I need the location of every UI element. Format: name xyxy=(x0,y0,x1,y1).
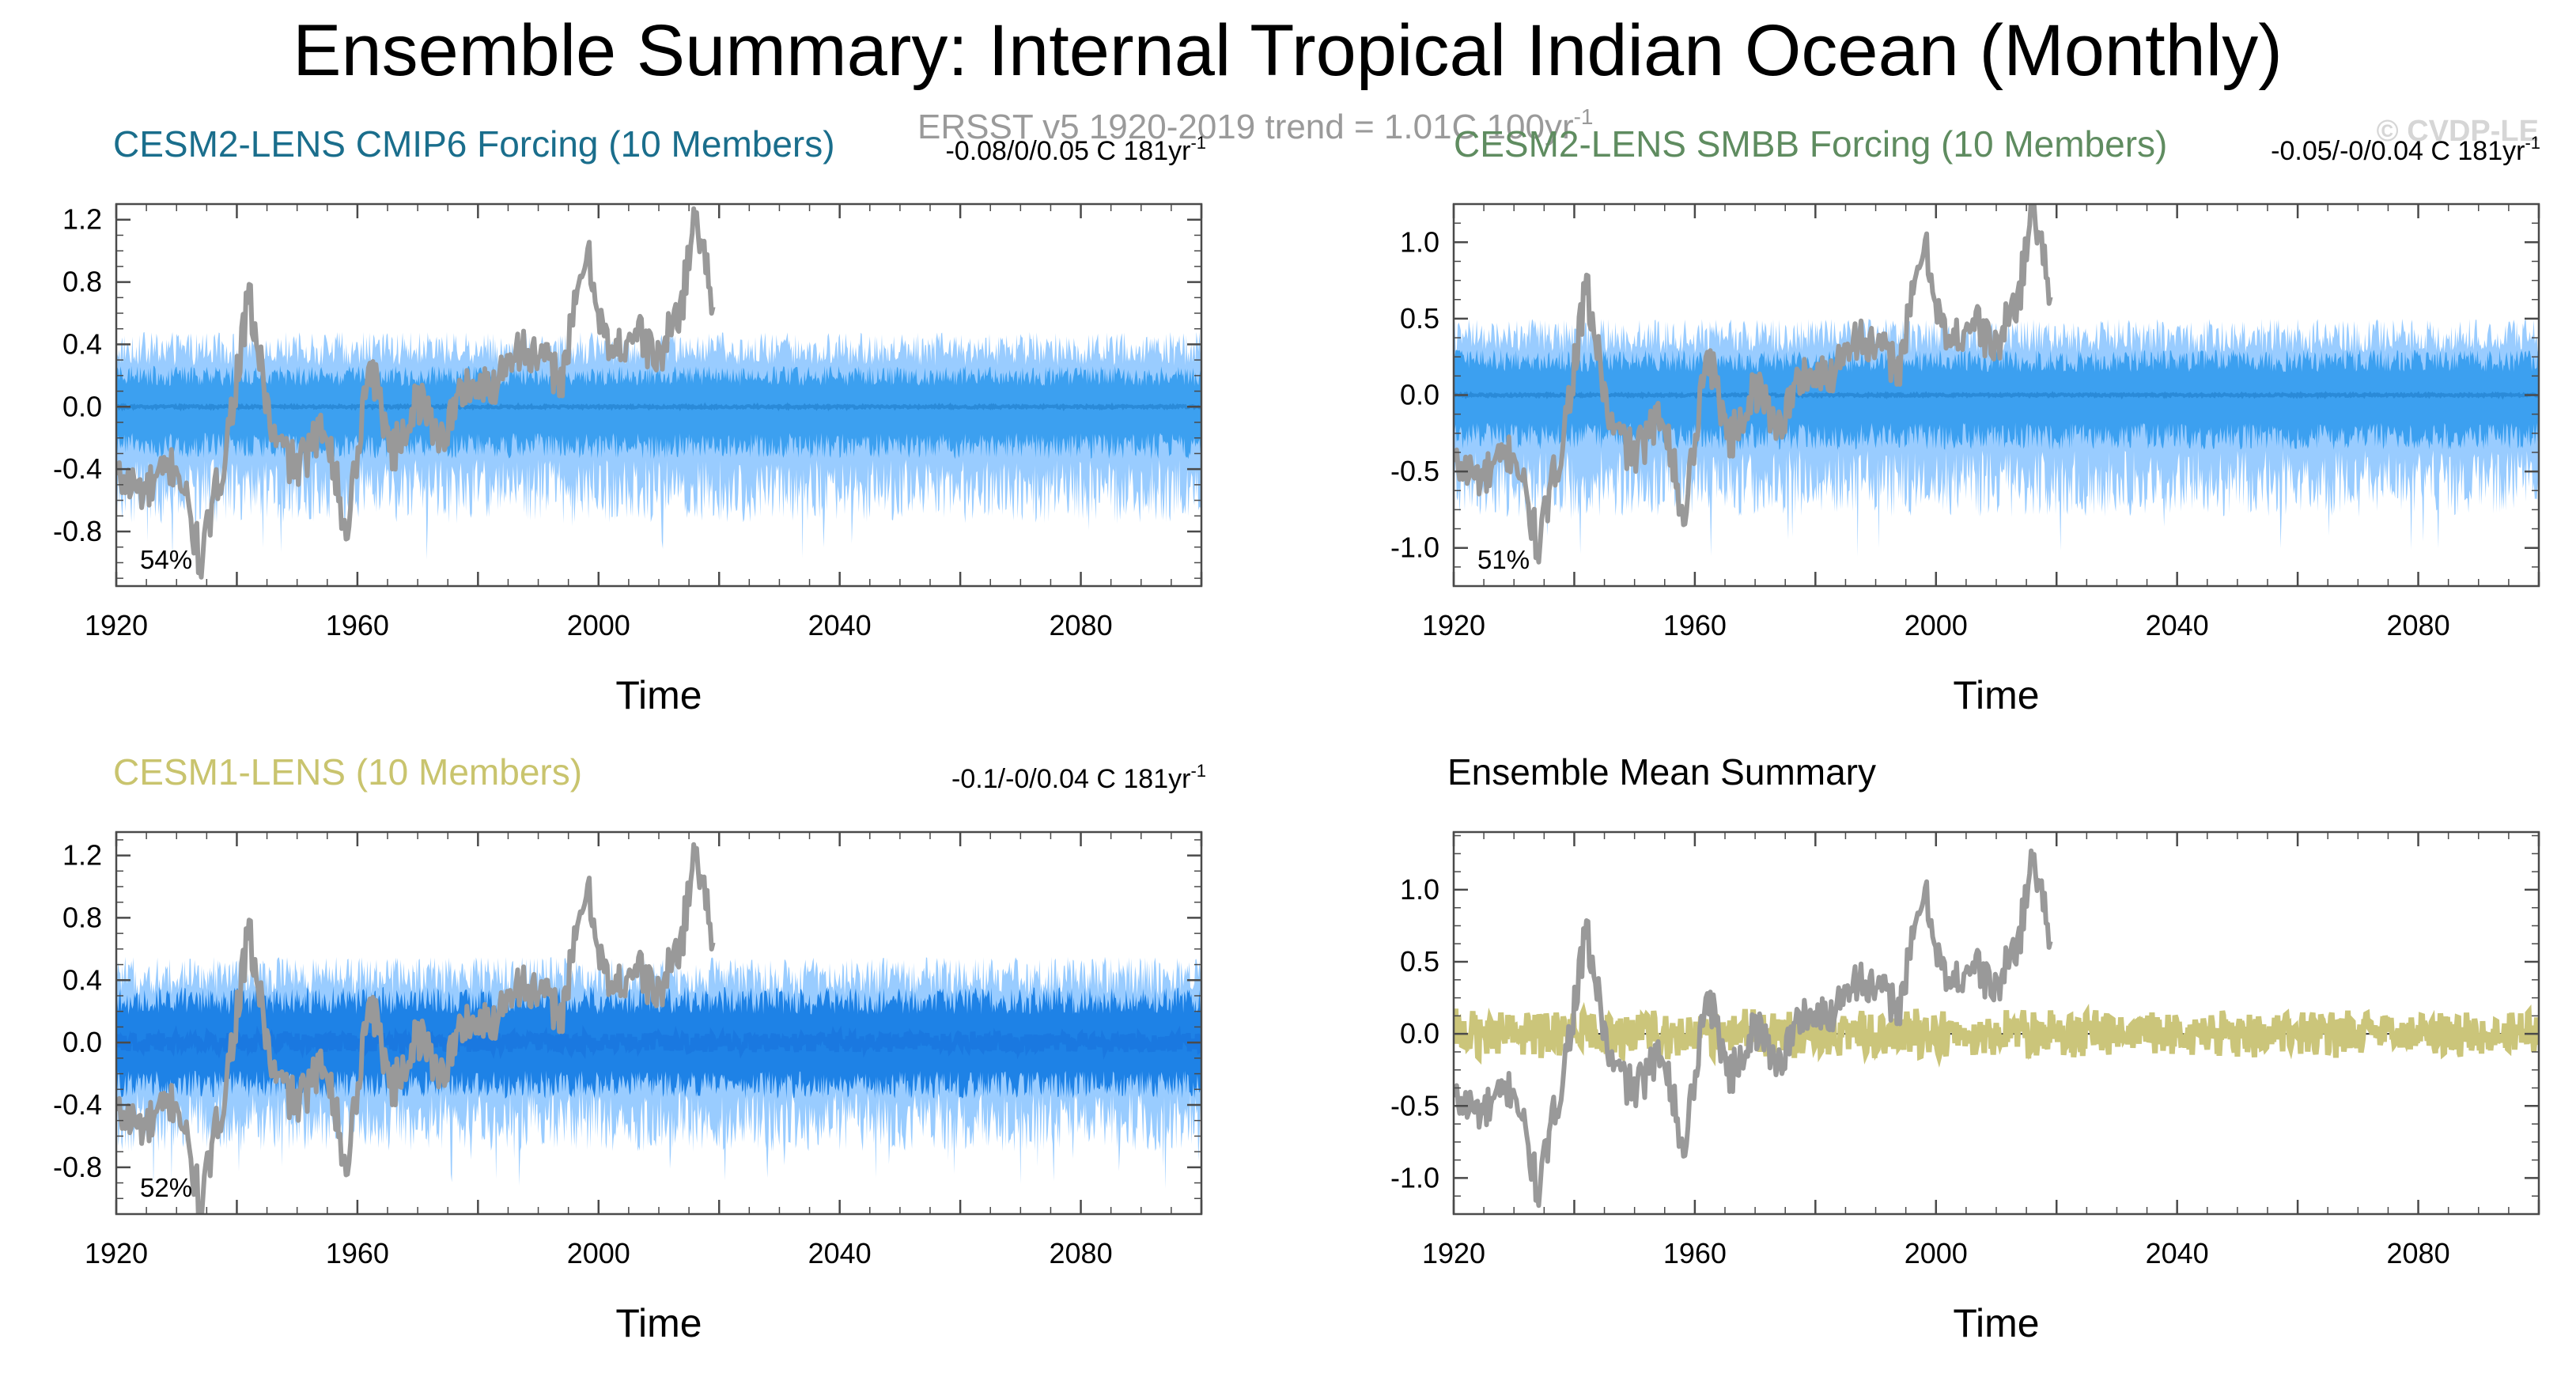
ensemble-mean-observations-line xyxy=(1454,848,2053,1209)
cesm2-smbb-plot-area xyxy=(1454,204,2539,565)
cesm1-observations-line xyxy=(116,842,716,1214)
cesm2-cmip6-x-tick-label: 1960 xyxy=(326,609,389,641)
ensemble-mean-y-tick-label: 1.0 xyxy=(1400,873,1439,906)
cesm1-x-tick-label: 1960 xyxy=(326,1237,389,1269)
cesm2-smbb-y-tick-label: -1.0 xyxy=(1390,532,1439,564)
cesm2-cmip6-y-tick-label: 0.0 xyxy=(62,390,102,422)
cesm1-x-axis-title: Time xyxy=(615,1301,702,1345)
cesm2-smbb-x-tick-label: 2000 xyxy=(1905,609,1968,641)
chart-panels: CESM2-LENS CMIP6 Forcing (10 Members) -0.… xyxy=(53,123,2540,1345)
cesm1-plot-area xyxy=(116,842,1201,1214)
ensemble-mean-x-tick-label: 2040 xyxy=(2146,1237,2209,1269)
ensemble-mean-y-tick-label: 0.5 xyxy=(1400,945,1439,978)
ensemble-mean-x-tick-label: 1920 xyxy=(1422,1237,1485,1269)
cesm2-smbb-y-tick-label: 0.5 xyxy=(1400,302,1439,335)
cesm1-ensemble-mean-line xyxy=(116,1024,1201,1060)
cesm2-cmip6-panel: CESM2-LENS CMIP6 Forcing (10 Members) -0.… xyxy=(53,123,1206,717)
ensemble-mean-panel: Ensemble Mean Summary 1920 1960 2000 2040 208… xyxy=(1390,751,2540,1345)
cesm2-smbb-y-tick-label: -0.5 xyxy=(1390,455,1439,487)
ensemble-mean-title: Ensemble Mean Summary xyxy=(1447,751,1876,793)
cesm2-smbb-x-tick-label: 2080 xyxy=(2387,609,2450,641)
cesm2-cmip6-trend-label: -0.08/0/0.05 C 181yr-1 xyxy=(945,133,1206,166)
cesm2-cmip6-y-tick-label: 0.8 xyxy=(62,266,102,298)
cesm2-cmip6-x-tick-label: 2040 xyxy=(808,609,872,641)
cesm2-smbb-y-tick-label: 0.0 xyxy=(1400,379,1439,411)
obs-trend-subtitle: ERSST v5 1920-2019 trend = 1.01C 100yr-1 xyxy=(917,104,1594,146)
cesm2-cmip6-y-tick-label: -0.8 xyxy=(53,515,102,547)
cesm2-smbb-y-tick-label: 1.0 xyxy=(1400,225,1439,258)
cesm2-cmip6-x-tick-label: 2080 xyxy=(1050,609,1113,641)
cesm1-y-tick-label: 0.0 xyxy=(62,1026,102,1058)
cesm1-x-tick-label: 2040 xyxy=(808,1237,872,1269)
ensemble-mean-x-axis-title: Time xyxy=(1953,1301,2039,1345)
cesm2-smbb-panel: CESM2-LENS SMBB Forcing (10 Members) -0.0… xyxy=(1390,123,2540,717)
cesm2-cmip6-y-tick-label: 1.2 xyxy=(62,203,102,236)
cesm1-y-tick-label: 1.2 xyxy=(62,839,102,872)
copyright-label: © CVDP-LE xyxy=(2377,115,2539,148)
ensemble-mean-y-tick-label: 0.0 xyxy=(1400,1017,1439,1050)
cesm2-smbb-observations-line xyxy=(1454,204,2053,565)
figure-title: Ensemble Summary: Internal Tropical Indi… xyxy=(293,10,2283,91)
ensemble-mean-y-tick-label: -1.0 xyxy=(1390,1161,1439,1194)
cesm2-cmip6-y-tick-label: -0.4 xyxy=(53,452,102,485)
cesm2-cmip6-percent-label: 54% xyxy=(140,545,192,574)
cesm2-cmip6-x-tick-label: 2000 xyxy=(567,609,630,641)
ensemble-mean-x-tick-label: 1960 xyxy=(1663,1237,1727,1269)
cesm2-smbb-trend-label: -0.05/-0/0.04 C 181yr-1 xyxy=(2271,133,2540,166)
cesm1-x-tick-label: 1920 xyxy=(85,1237,148,1269)
cesm2-smbb-x-tick-label: 1960 xyxy=(1663,609,1727,641)
ensemble-means-line xyxy=(1454,1001,2539,1068)
cesm1-percent-label: 52% xyxy=(140,1173,192,1202)
cesm2-cmip6-plot-area xyxy=(116,206,1201,580)
cesm2-smbb-percent-label: 51% xyxy=(1477,545,1530,574)
ensemble-mean-y-tick-label: -0.5 xyxy=(1390,1089,1439,1122)
cesm1-y-tick-label: 0.4 xyxy=(62,963,102,996)
cesm2-cmip6-observations-line xyxy=(116,206,716,580)
cesm2-smbb-x-tick-label: 2040 xyxy=(2146,609,2209,641)
cesm2-cmip6-y-tick-label: 0.4 xyxy=(62,327,102,360)
ensemble-mean-x-tick-label: 2080 xyxy=(2387,1237,2450,1269)
cesm2-smbb-x-tick-label: 1920 xyxy=(1422,609,1485,641)
cesm1-y-tick-label: -0.4 xyxy=(53,1088,102,1121)
ensemble-mean-x-tick-label: 2000 xyxy=(1905,1237,1968,1269)
cesm1-y-tick-label: -0.8 xyxy=(53,1151,102,1183)
cesm2-cmip6-x-axis-title: Time xyxy=(615,673,702,717)
cesm1-trend-label: -0.1/-0/0.04 C 181yr-1 xyxy=(951,761,1206,794)
ensemble-mean-plot-area xyxy=(1454,848,2539,1209)
cesm1-x-tick-label: 2000 xyxy=(567,1237,630,1269)
cesm2-cmip6-x-tick-label: 1920 xyxy=(85,609,148,641)
cesm1-panel: CESM1-LENS (10 Members) -0.1/-0/0.04 C 18… xyxy=(53,751,1206,1345)
cesm2-cmip6-title: CESM2-LENS CMIP6 Forcing (10 Members) xyxy=(113,123,835,165)
cesm1-x-tick-label: 2080 xyxy=(1050,1237,1113,1269)
cesm2-smbb-title: CESM2-LENS SMBB Forcing (10 Members) xyxy=(1454,123,2167,165)
cesm1-title: CESM1-LENS (10 Members) xyxy=(113,751,582,793)
cesm2-smbb-x-axis-title: Time xyxy=(1953,673,2039,717)
cesm2-smbb-ensemble-mean-line xyxy=(1454,390,2539,400)
cesm2-cmip6-ensemble-mean-line xyxy=(116,402,1201,412)
cesm1-y-tick-label: 0.8 xyxy=(62,901,102,933)
